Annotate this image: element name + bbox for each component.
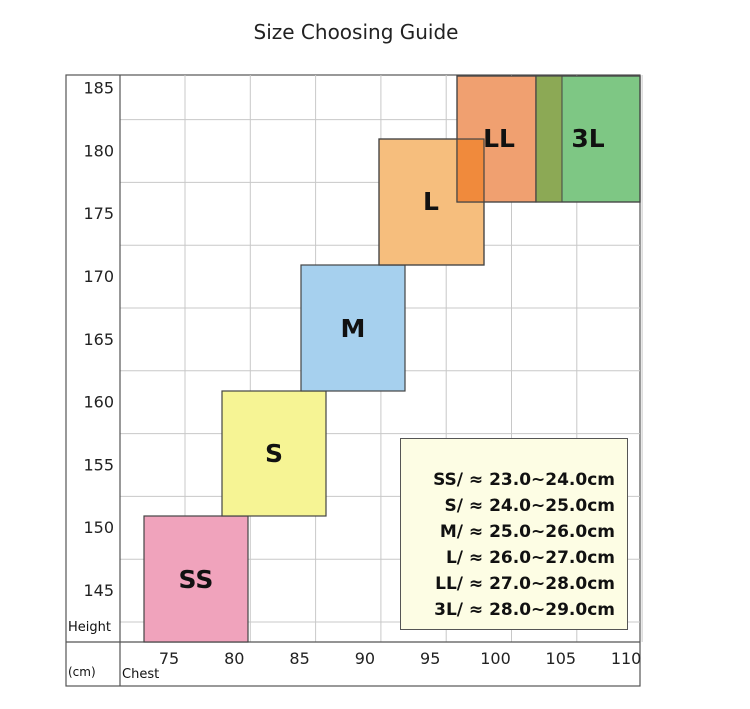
size-box-m xyxy=(300,264,406,392)
unit-label: (cm) xyxy=(68,665,96,679)
size-label-m: M xyxy=(341,314,366,343)
y-tick-label: 155 xyxy=(83,455,114,474)
size-label-ll: LL xyxy=(483,124,515,153)
x-tick-label: 80 xyxy=(224,649,244,668)
y-tick-label: 180 xyxy=(83,141,114,160)
size-label-s: S xyxy=(265,439,283,468)
legend-entry-ll: LL/ ≈ 27.0~28.0cm xyxy=(435,574,615,594)
x-tick-label: 100 xyxy=(480,649,511,668)
x-tick-label: 85 xyxy=(289,649,309,668)
foot-length-legend: SS/ ≈ 23.0~24.0cm S/ ≈ 24.0~25.0cm M/ ≈ … xyxy=(400,438,628,630)
y-tick-label: 150 xyxy=(83,518,114,537)
x-tick-label: 110 xyxy=(611,649,642,668)
size-label-3l: 3L xyxy=(571,124,604,153)
y-tick-label: 165 xyxy=(83,330,114,349)
y-tick-label: 175 xyxy=(83,204,114,223)
legend-entry-s: S/ ≈ 24.0~25.0cm xyxy=(444,496,615,516)
x-axis-label: Chest xyxy=(122,667,160,682)
size-box-s xyxy=(221,390,327,517)
size-label-ss: SS xyxy=(179,565,214,594)
overlap-l-ll xyxy=(457,139,484,202)
size-box-ss xyxy=(143,515,249,643)
legend-entry-ss: SS/ ≈ 23.0~24.0cm xyxy=(433,470,615,490)
y-tick-label: 170 xyxy=(83,267,114,286)
x-tick-label: 95 xyxy=(420,649,440,668)
y-axis-label: Height xyxy=(68,620,111,635)
x-tick-label: 75 xyxy=(159,649,179,668)
x-tick-label: 90 xyxy=(355,649,375,668)
size-box-ll-3l-border xyxy=(456,75,641,203)
x-tick-label: 105 xyxy=(546,649,577,668)
chart-title: Size Choosing Guide xyxy=(253,20,459,44)
legend-entry-3l: 3L/ ≈ 28.0~29.0cm xyxy=(434,600,615,620)
overlap-ll-3l xyxy=(535,75,563,203)
plot-frame xyxy=(65,74,641,687)
legend-entry-l: L/ ≈ 26.0~27.0cm xyxy=(445,548,615,568)
legend-entry-m: M/ ≈ 25.0~26.0cm xyxy=(439,522,615,542)
y-tick-label: 160 xyxy=(83,393,114,412)
size-label-l: L xyxy=(423,187,439,216)
y-tick-label: 145 xyxy=(83,581,114,600)
y-tick-label: 185 xyxy=(83,79,114,98)
